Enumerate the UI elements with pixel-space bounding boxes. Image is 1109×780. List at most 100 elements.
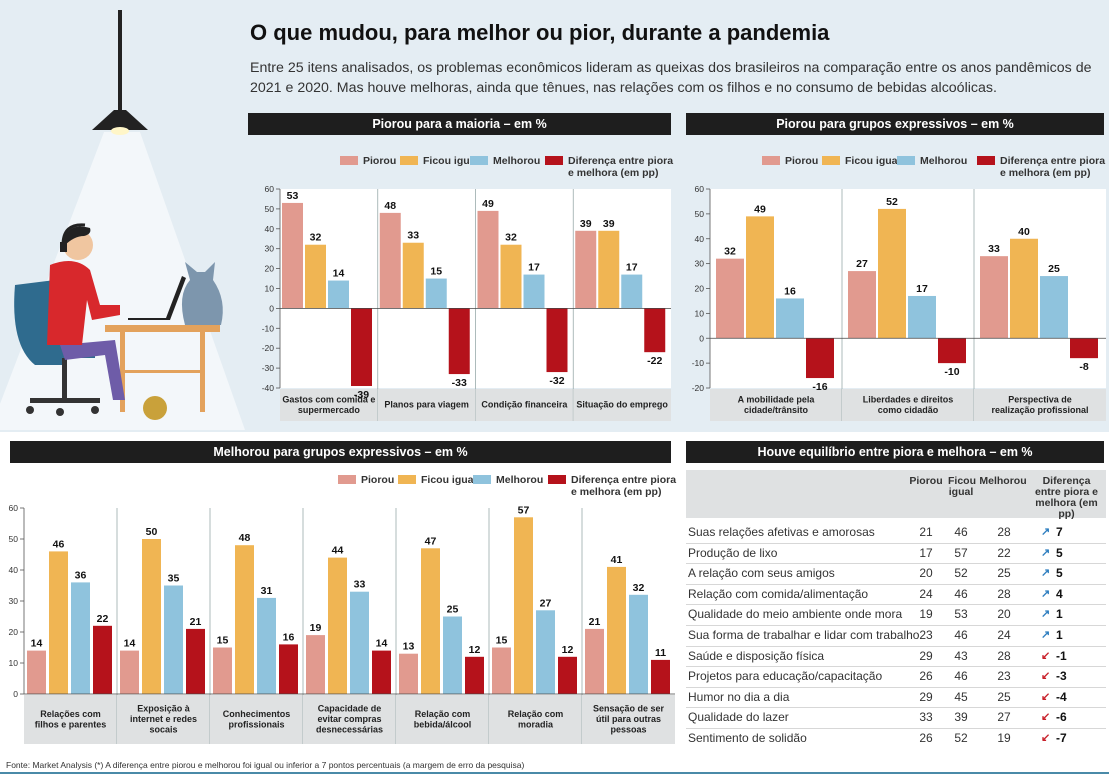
chair-base: [30, 398, 100, 403]
category-label: A mobilidade pela cidade/trânsito: [738, 394, 816, 415]
bar-piorou: [282, 202, 303, 309]
bar-ficou-igual: [878, 208, 906, 339]
row-piorou: 29: [919, 648, 933, 663]
bar-diferenca: [93, 625, 112, 694]
bar-piorou: [848, 271, 876, 339]
row-diferenca: 1: [1056, 607, 1063, 622]
bar-ficou-igual: [514, 517, 533, 694]
data-label: 16: [283, 631, 295, 643]
row-ficou-igual: 46: [954, 628, 968, 642]
y-tick-label: 30: [265, 244, 275, 254]
category-label-bg: [210, 695, 303, 744]
category-label: Planos para viagem: [384, 400, 469, 410]
bar-melhorou: [164, 585, 183, 694]
bar-piorou: [399, 653, 418, 694]
y-tick-label: -20: [262, 343, 275, 353]
category-label: Conhecimentos profissionais: [223, 709, 291, 730]
chart-header-piorou-grupos: Piorou para grupos expressivos – em %: [686, 113, 1104, 135]
data-label: 17: [916, 283, 928, 295]
chart-header-piorou-maioria: Piorou para a maioria – em %: [248, 113, 671, 135]
bar-diferenca: [1070, 338, 1098, 359]
row-melhorou: 27: [997, 710, 1011, 725]
y-tick-label: 40: [265, 224, 275, 234]
legend-chart-3: Piorou Ficou igual Melhorou Diferença en…: [338, 474, 676, 502]
category-label: Relações com filhos e parentes: [35, 709, 107, 730]
arrow-up-right-icon: ↗: [1041, 587, 1051, 600]
data-label: 14: [31, 638, 43, 650]
bar-melhorou: [1040, 276, 1068, 339]
row-melhorou: 25: [997, 566, 1011, 581]
row-label: Humor no dia a dia: [688, 689, 790, 704]
bar-melhorou: [425, 278, 447, 309]
bar-melhorou: [629, 594, 648, 694]
row-ficou-igual: 39: [954, 710, 968, 725]
page-subtitle: Entre 25 itens analisados, os problemas …: [250, 60, 1092, 96]
data-label: 19: [310, 622, 322, 634]
chart-piorou-maioria: 60 50 40 30 20 10 0 -10 -20 -30 -40 Gastos com comi…: [262, 184, 671, 421]
footer-source: Fonte: Market Analysis (*) A diferença e…: [6, 760, 525, 770]
bar-diferenca: [351, 308, 372, 387]
data-label: 47: [425, 535, 437, 547]
table-col-piorou: Piorou: [909, 475, 943, 487]
bar-diferenca: [651, 659, 670, 694]
bar-piorou: [213, 647, 232, 694]
row-label: Qualidade do lazer: [688, 710, 789, 725]
data-label: 25: [1048, 263, 1060, 275]
data-label: 46: [53, 538, 65, 550]
lamp-shade: [92, 110, 148, 130]
row-label: Qualidade do meio ambiente onde mora: [688, 607, 903, 622]
category-label: Capacidade de evitar compras desnecessária…: [316, 704, 383, 735]
laptop: [128, 276, 186, 320]
bar-ficou-igual: [305, 244, 326, 309]
y-tick-label: 0: [699, 333, 704, 343]
data-label: 32: [505, 232, 517, 244]
bar-ficou-igual: [235, 545, 254, 694]
row-diferenca: 7: [1056, 525, 1063, 539]
bar-diferenca: [806, 338, 834, 379]
data-label: 15: [496, 635, 508, 647]
category-label: Gastos com comida e supermercado: [282, 394, 375, 415]
data-label: 36: [75, 569, 87, 581]
y-tick-label: 20: [695, 284, 705, 294]
data-label: 31: [261, 585, 273, 597]
row-melhorou: 20: [997, 607, 1011, 622]
row-melhorou: 22: [997, 545, 1011, 560]
bar-piorou: [27, 650, 46, 694]
row-ficou-igual: 52: [954, 566, 968, 581]
y-tick-label: -40: [262, 383, 275, 393]
data-label: 11: [655, 647, 666, 659]
category-label: Exposição à internet e redes socais: [130, 704, 197, 735]
category-label-bg: [303, 695, 396, 744]
legend-chart-1: Piorou Ficou igual Melhorou Diferença en…: [340, 155, 673, 183]
data-label: 13: [403, 641, 415, 653]
arrow-down-left-icon: ↙: [1041, 711, 1051, 724]
y-tick-label: 0: [269, 303, 274, 313]
row-separator: [686, 707, 1106, 709]
bar-melhorou: [443, 616, 462, 694]
bar-piorou: [379, 212, 401, 309]
arrow-up-right-icon: ↗: [1041, 526, 1051, 538]
row-label: Produção de lixo: [688, 545, 778, 560]
bar-melhorou: [621, 274, 643, 309]
data-label: -10: [944, 366, 959, 378]
row-diferenca: 5: [1056, 566, 1063, 581]
y-tick-label: 40: [9, 565, 19, 575]
headphones: [61, 223, 86, 246]
data-label: 53: [287, 190, 299, 202]
bar-melhorou: [776, 298, 804, 339]
table-row: Sua forma de trabalhar e lidar com traba…: [686, 625, 1106, 645]
bar-melhorou: [328, 280, 349, 309]
row-separator: [686, 666, 1106, 668]
data-label: 12: [562, 644, 574, 656]
person-hair: [64, 226, 91, 246]
row-melhorou: 28: [997, 525, 1011, 539]
bar-melhorou: [536, 610, 555, 694]
data-label: 39: [580, 218, 592, 230]
bar-diferenca: [644, 308, 666, 353]
bar-piorou: [716, 258, 744, 339]
data-label: 27: [856, 258, 868, 270]
row-separator: [686, 604, 1106, 606]
arrow-up-right-icon: ↗: [1041, 567, 1051, 580]
category-label-bg: [475, 389, 574, 421]
y-tick-label: 0: [13, 689, 18, 699]
